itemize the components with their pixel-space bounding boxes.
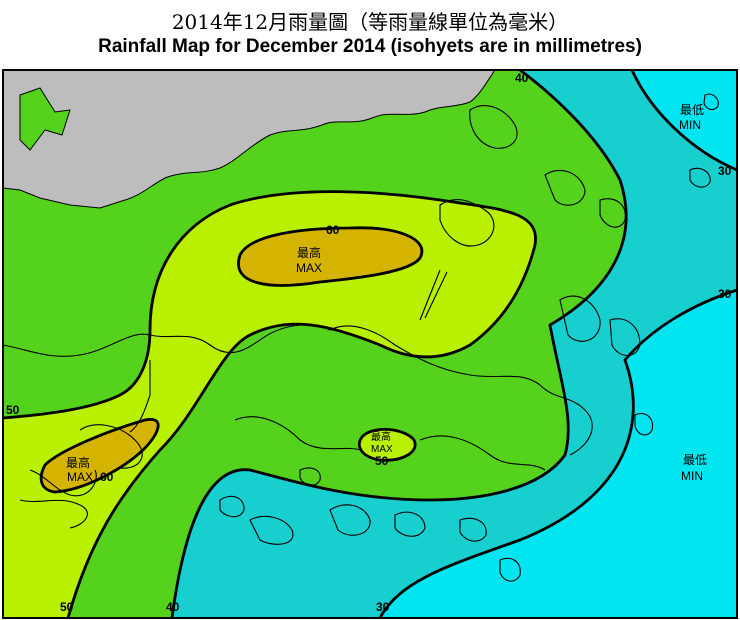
isohyet-60-west xyxy=(39,418,160,494)
max-label-north-zh: 最高 xyxy=(297,245,321,260)
isohyet-30-northeast xyxy=(630,69,738,172)
isohyet-label-30-bottom: 30 xyxy=(376,600,390,614)
isohyet-label-50-bottom: 50 xyxy=(60,600,74,614)
rainfall-map: 40 30 30 50 50 40 30 60 60 50 最高 MAX 最高 … xyxy=(2,68,738,619)
isohyet-30-south xyxy=(378,288,738,619)
mainland-area xyxy=(2,69,496,209)
isohyet-label-30-right: 30 xyxy=(718,287,732,301)
max-label-south-en: MAX xyxy=(371,444,393,455)
zone-above-60-north xyxy=(238,227,422,286)
mainland-inlet xyxy=(19,87,71,151)
min-label-northeast-en: MIN xyxy=(679,118,701,132)
isohyet-label-40-bottom: 40 xyxy=(166,600,180,614)
min-label-east-zh: 最低 xyxy=(683,453,707,467)
isohyet-label-60-west: 60 xyxy=(100,470,114,484)
isohyet-40 xyxy=(170,68,628,619)
max-label-west-en: MAX xyxy=(67,470,93,484)
min-label-northeast-zh: 最低 xyxy=(680,103,704,117)
map-frame xyxy=(2,69,738,619)
zone-50-60 xyxy=(3,191,536,619)
max-label-north-en: MAX xyxy=(296,261,322,275)
isohyet-60-north xyxy=(237,226,424,287)
zone-above-50-south xyxy=(359,429,416,461)
coastlines xyxy=(2,93,719,582)
isohyet-lines xyxy=(2,68,738,619)
isohyet-label-40-top: 40 xyxy=(515,71,529,85)
min-label-east-en: MIN xyxy=(681,469,703,483)
isohyet-label-50-left: 50 xyxy=(6,403,20,417)
map-title-chinese: 2014年12月雨量圖（等雨量線單位為毫米） xyxy=(171,10,569,34)
isohyet-label-50-south: 50 xyxy=(375,454,389,468)
max-label-west-zh: 最高 xyxy=(66,455,90,470)
isohyet-label-30-top: 30 xyxy=(718,164,732,178)
isohyet-50 xyxy=(2,190,537,619)
map-title-english: Rainfall Map for December 2014 (isohyets… xyxy=(98,36,642,57)
zone-above-60-west xyxy=(41,419,159,492)
isohyet-label-60-north: 60 xyxy=(326,223,340,237)
max-label-south-zh: 最高 xyxy=(371,430,391,443)
isohyet-50-south xyxy=(357,428,417,462)
